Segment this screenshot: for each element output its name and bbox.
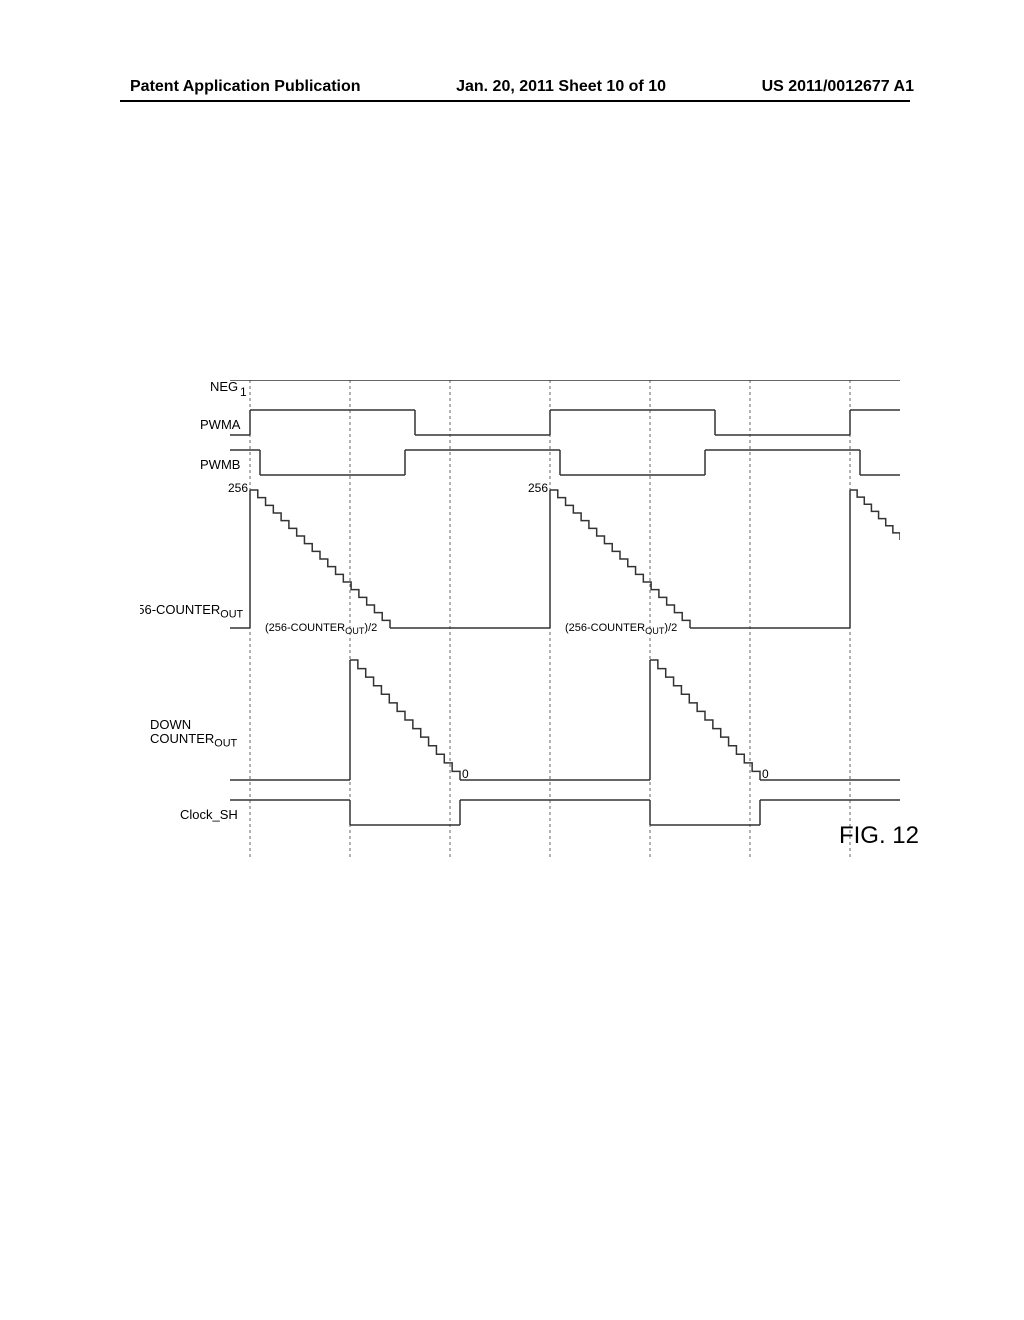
svg-text:256: 256 xyxy=(228,481,248,495)
header-right: US 2011/0012677 A1 xyxy=(762,78,914,96)
header-divider xyxy=(120,100,910,102)
timing-diagram-svg: NEG1PWMAPWMB256-COUNTEROUT256256(256-COU… xyxy=(140,380,900,860)
svg-text:1: 1 xyxy=(240,385,247,399)
header-center: Jan. 20, 2011 Sheet 10 of 10 xyxy=(456,78,666,96)
svg-text:0: 0 xyxy=(762,767,769,781)
page-header: Patent Application Publication Jan. 20, … xyxy=(0,78,1024,96)
timing-diagram: NEG1PWMAPWMB256-COUNTEROUT256256(256-COU… xyxy=(140,380,900,860)
svg-text:0: 0 xyxy=(462,767,469,781)
svg-text:256: 256 xyxy=(528,481,548,495)
figure-label: FIG. 12 xyxy=(839,822,919,850)
header-left: Patent Application Publication xyxy=(130,78,361,96)
